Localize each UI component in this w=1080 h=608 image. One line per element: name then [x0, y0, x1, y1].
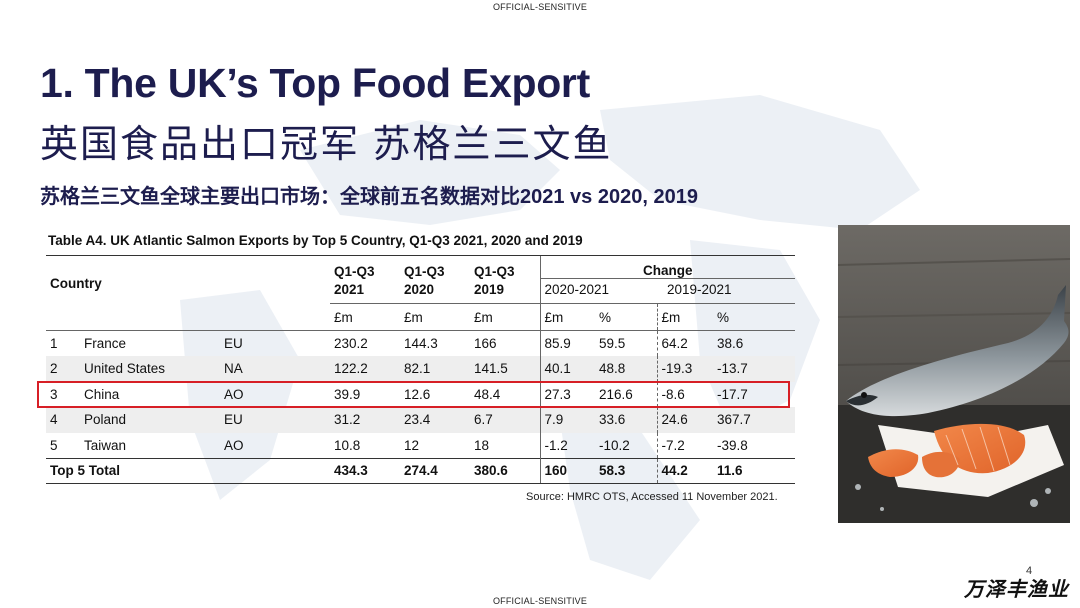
value-cell: 144.3	[404, 336, 438, 351]
value-cell: 24.6	[656, 407, 713, 433]
salmon-exports-table: Country Q1-Q3 Q1-Q3 Q1-Q3 Change 2021 20…	[46, 255, 795, 484]
unit-cell: £m	[400, 303, 470, 331]
value-cell: 85.9	[539, 330, 595, 356]
region-cell: AO	[224, 437, 244, 453]
table-total-row: Top 5 Total 434.3 274.4 380.6 160 58.3 4…	[46, 457, 795, 484]
value-cell: -10.2	[599, 437, 630, 453]
value-cell: 12.6	[404, 386, 431, 402]
value-cell: 367.7	[713, 407, 795, 433]
value-cell: 23.4	[400, 407, 470, 433]
value-cell: 40.1	[539, 356, 595, 382]
total-value-cell: 160	[539, 457, 595, 484]
page-title: 1. The UK’s Top Food Export	[40, 60, 590, 106]
page-subtitle: 苏格兰三文鱼全球主要出口市场：全球前五名数据对比2021 vs 2020, 20…	[40, 186, 698, 208]
company-logo: 万泽丰渔业	[964, 577, 1069, 601]
value-cell: 59.5	[599, 336, 626, 351]
value-cell: 6.7	[470, 407, 540, 433]
table-source-note: Source: HMRC OTS, Accessed 11 November 2…	[526, 491, 778, 503]
country-cell: Taiwan	[84, 437, 127, 453]
header-2021-year: 2021	[330, 278, 400, 304]
header-country: Country	[46, 255, 330, 304]
unit-cell: %	[713, 303, 795, 331]
region-cell: NA	[220, 356, 330, 382]
total-value-cell: 11.6	[713, 457, 795, 484]
rank-cell: 5	[50, 437, 58, 453]
value-cell: 166	[474, 336, 497, 351]
value-cell: 48.4	[474, 386, 501, 402]
rank-cell: 3	[50, 386, 58, 402]
table-row: 2 United States NA 122.2 82.1 141.5 40.1…	[46, 356, 795, 382]
total-value-cell: 380.6	[470, 457, 540, 484]
header-change-2020-2021: 2020-2021	[539, 278, 657, 304]
region-cell: EU	[220, 407, 330, 433]
value-cell: 82.1	[400, 356, 470, 382]
table-row: 5 Taiwan AO 10.8 12 18 -1.2 -10.2 -7.2 -…	[46, 432, 795, 458]
header-2019-year: 2019	[470, 278, 540, 304]
table-row-china-highlighted: 3 China AO 39.9 12.6 48.4 27.3 216.6 -8.…	[46, 381, 795, 407]
header-change: Change	[539, 255, 795, 279]
value-cell: 7.9	[539, 407, 595, 433]
header-2021-period: Q1-Q3	[330, 255, 400, 279]
country-cell: France	[84, 336, 127, 351]
value-cell: 64.2	[656, 330, 713, 356]
value-cell: -17.7	[717, 386, 748, 402]
classification-marking-top: OFFICIAL-SENSITIVE	[492, 2, 588, 12]
total-value-cell: 44.2	[656, 457, 713, 484]
rank-cell: 1	[50, 336, 58, 351]
unit-cell: £m	[539, 303, 595, 331]
header-2020-year: 2020	[400, 278, 470, 304]
value-cell: 48.8	[595, 356, 657, 382]
header-2020-period: Q1-Q3	[400, 255, 470, 279]
unit-cell: %	[595, 303, 657, 331]
value-cell: 230.2	[334, 336, 368, 351]
header-2019-period: Q1-Q3	[470, 255, 540, 279]
classification-marking-bottom: OFFICIAL-SENSITIVE	[492, 596, 588, 606]
value-cell: 141.5	[470, 356, 540, 382]
value-cell: 216.6	[599, 386, 633, 402]
unit-cell: £m	[656, 303, 713, 331]
table-row: 1 France EU 230.2 144.3 166 85.9 59.5 64…	[46, 330, 795, 356]
value-cell: -13.7	[713, 356, 795, 382]
rank-cell: 2	[46, 356, 80, 382]
table-caption: Table A4. UK Atlantic Salmon Exports by …	[48, 233, 583, 248]
country-cell: Poland	[80, 407, 220, 433]
total-value-cell: 434.3	[330, 457, 400, 484]
header-change-2019-2021: 2019-2021	[657, 278, 795, 304]
rank-cell: 4	[46, 407, 80, 433]
value-cell: 27.3	[539, 381, 595, 407]
value-cell: 122.2	[330, 356, 400, 382]
value-cell: -8.6	[656, 381, 713, 407]
value-cell: -19.3	[656, 356, 713, 382]
unit-cell: £m	[330, 303, 400, 331]
page-number: 4	[1026, 565, 1033, 577]
region-cell: EU	[224, 336, 243, 351]
value-cell: 39.9	[334, 386, 361, 402]
salmon-photo	[838, 225, 1070, 523]
value-cell: 31.2	[330, 407, 400, 433]
value-cell: -1.2	[539, 432, 595, 458]
value-cell: 12	[404, 437, 420, 453]
region-cell: AO	[224, 386, 244, 402]
value-cell: 18	[474, 437, 490, 453]
unit-cell: £m	[470, 303, 540, 331]
total-value-cell: 58.3	[595, 457, 657, 484]
value-cell: 38.6	[717, 336, 744, 351]
value-cell: -7.2	[656, 432, 713, 458]
page-title-chinese: 英国食品出口冠军 苏格兰三文鱼	[40, 124, 613, 166]
value-cell: 33.6	[595, 407, 657, 433]
country-cell: China	[84, 386, 120, 402]
value-cell: -39.8	[717, 437, 748, 453]
country-cell: United States	[80, 356, 220, 382]
table-row: 4 Poland EU 31.2 23.4 6.7 7.9 33.6 24.6 …	[46, 407, 795, 433]
total-value-cell: 274.4	[400, 457, 470, 484]
total-label: Top 5 Total	[46, 457, 330, 484]
value-cell: 10.8	[334, 437, 361, 453]
